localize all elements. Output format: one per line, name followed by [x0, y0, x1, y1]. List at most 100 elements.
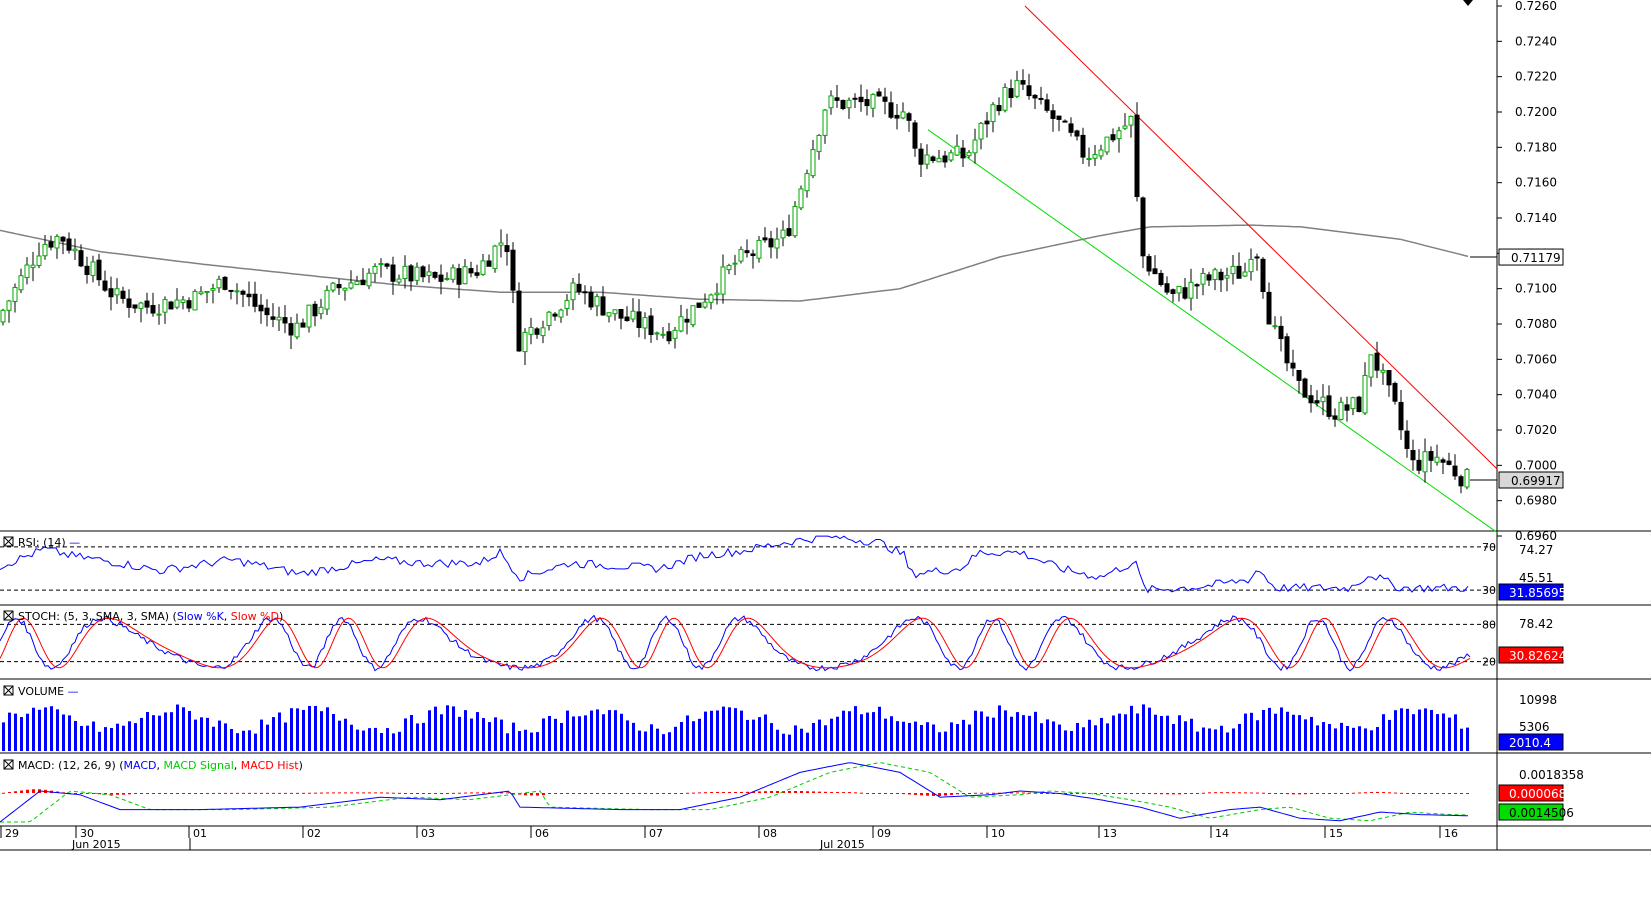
- macd-hist-bar: [1016, 792, 1019, 794]
- macd-hist-bar: [614, 793, 617, 794]
- macd-hist-bar: [380, 792, 383, 794]
- macd-hist-bar: [134, 793, 137, 794]
- macd-hist-bar: [836, 792, 839, 794]
- volume-bar: [1376, 727, 1379, 751]
- candle: [60, 236, 66, 242]
- volume-bar: [164, 712, 167, 751]
- macd-hist-bar: [680, 793, 683, 794]
- volume-bar: [128, 721, 131, 751]
- volume-bar: [416, 723, 419, 751]
- macd-hist-bar: [290, 792, 293, 794]
- macd-hist-bar: [1370, 791, 1373, 793]
- candle: [162, 299, 168, 313]
- day-label: 16: [1444, 827, 1458, 840]
- volume-bar: [902, 721, 905, 751]
- volume-bar: [1358, 726, 1361, 751]
- day-label: 09: [877, 827, 891, 840]
- macd-hist-bar: [974, 792, 977, 794]
- candle: [1122, 125, 1128, 129]
- macd-hist-bar: [1358, 792, 1361, 794]
- candle: [648, 315, 654, 336]
- candle: [198, 291, 204, 295]
- candle: [138, 302, 144, 309]
- volume-bar: [236, 733, 239, 751]
- macd-hist-bar: [1184, 793, 1187, 795]
- volume-bar: [62, 714, 65, 751]
- candle: [1260, 258, 1266, 293]
- volume-bar: [1424, 708, 1427, 751]
- volume-bar: [476, 712, 479, 751]
- stoch-label-part: Slow %D: [231, 610, 279, 623]
- candle: [876, 91, 882, 97]
- candle: [114, 288, 120, 296]
- price-tick-label: 0.7060: [1515, 352, 1557, 366]
- macd-label-part: ,: [234, 759, 241, 772]
- volume-bar: [794, 725, 797, 751]
- volume-bar: [860, 714, 863, 751]
- candle: [1176, 285, 1182, 294]
- volume-bar: [710, 710, 713, 751]
- macd-hist-bar: [716, 792, 719, 793]
- volume-bar: [872, 712, 875, 751]
- macd-hist-bar: [248, 792, 251, 794]
- macd-hist-bar: [308, 792, 311, 794]
- volume-bar: [410, 714, 413, 751]
- stoch-label-part: Slow %K: [177, 610, 225, 623]
- volume-bar: [134, 723, 137, 751]
- macd-hist-bar: [1160, 793, 1163, 795]
- macd-hist-bar: [572, 793, 575, 794]
- macd-label-part: ): [299, 759, 303, 772]
- candle: [402, 265, 408, 280]
- volume-bar: [50, 706, 53, 751]
- volume-bar: [614, 710, 617, 751]
- candle: [588, 291, 594, 308]
- candle: [1284, 336, 1290, 364]
- macd-hist-bar: [1166, 793, 1169, 795]
- candle: [1410, 450, 1416, 461]
- macd-hist-bar: [1328, 793, 1331, 794]
- volume-bar: [1028, 715, 1031, 751]
- candle: [180, 299, 186, 303]
- candle: [252, 293, 258, 307]
- volume-bar: [1448, 717, 1451, 751]
- candle: [828, 95, 834, 109]
- macd-hist-bar: [896, 793, 899, 794]
- candle: [1200, 272, 1206, 285]
- macd-hist-bar: [650, 793, 653, 794]
- candle: [108, 288, 114, 298]
- candle: [42, 243, 48, 257]
- candle: [750, 253, 756, 257]
- candle: [1092, 154, 1098, 159]
- volume-bar: [368, 728, 371, 751]
- macd-hist-bar: [482, 792, 485, 794]
- candle: [1374, 352, 1380, 371]
- macd-hist-bar: [530, 793, 533, 796]
- macd-hist-bar: [434, 793, 437, 794]
- candle: [528, 327, 534, 335]
- macd-hist-bar: [446, 793, 449, 794]
- macd-hist-bar: [1232, 792, 1235, 794]
- macd-hist-bar: [1046, 793, 1049, 794]
- volume-bar: [80, 725, 83, 751]
- macd-hist-bar: [1040, 793, 1043, 794]
- candle: [1356, 396, 1362, 413]
- macd-hist-bar: [1304, 793, 1307, 795]
- macd-hist-bar: [1244, 792, 1247, 794]
- macd-hist-bar: [152, 793, 155, 794]
- macd-hist-bar: [1142, 793, 1145, 794]
- volume-bar: [230, 728, 233, 751]
- volume-bar: [938, 732, 941, 751]
- candle: [660, 333, 666, 336]
- volume-bar: [992, 717, 995, 751]
- candle: [438, 274, 444, 282]
- rsi-close-icon: [3, 536, 14, 547]
- macd-hist-bar: [1022, 792, 1025, 794]
- macd-hist-bar: [890, 793, 893, 794]
- volume-bar: [956, 724, 959, 751]
- rsi-label-part: —: [69, 536, 80, 549]
- volume-bar: [596, 709, 599, 751]
- candle: [984, 120, 990, 125]
- macd-hist-bar: [1436, 793, 1439, 794]
- candle: [288, 323, 294, 336]
- candle: [1236, 265, 1242, 279]
